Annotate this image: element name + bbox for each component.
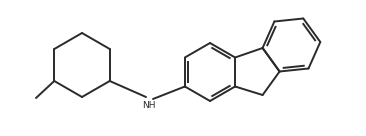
Text: NH: NH	[142, 101, 156, 110]
